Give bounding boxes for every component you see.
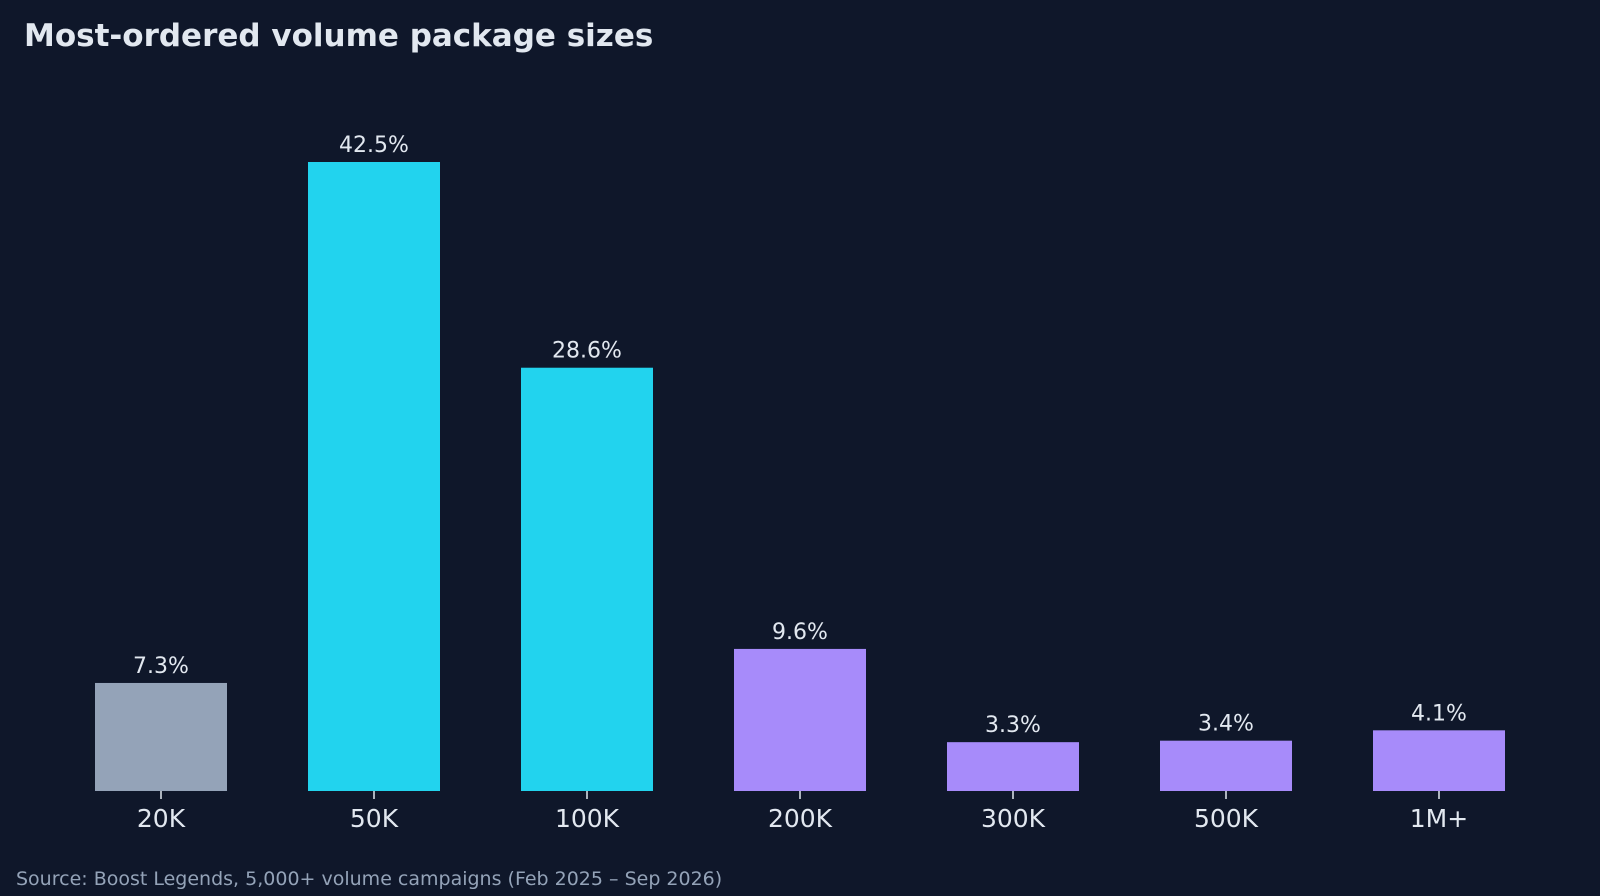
data-label: 42.5% xyxy=(339,133,409,158)
data-label: 3.3% xyxy=(985,713,1041,738)
x-axis: 20K 50K 100K 200K 300K 500K 1M+ xyxy=(137,791,1468,833)
data-label: 3.4% xyxy=(1198,712,1254,737)
x-tick-label: 20K xyxy=(137,804,186,833)
x-tick-label: 100K xyxy=(555,804,620,833)
x-tick-label: 200K xyxy=(768,804,833,833)
data-label: 28.6% xyxy=(552,339,622,364)
data-label: 7.3% xyxy=(133,654,189,679)
x-tick-label: 300K xyxy=(981,804,1046,833)
x-tick-label: 50K xyxy=(350,804,399,833)
bar-300k xyxy=(947,742,1079,791)
source-note: Source: Boost Legends, 5,000+ volume cam… xyxy=(16,868,723,890)
bar-1m xyxy=(1373,730,1505,791)
x-tick-label: 1M+ xyxy=(1410,804,1468,833)
chart-title: Most-ordered volume package sizes xyxy=(24,18,654,54)
bar-50k xyxy=(308,162,440,791)
data-label: 4.1% xyxy=(1411,701,1467,726)
x-tick-label: 500K xyxy=(1194,804,1259,833)
bar-200k xyxy=(734,648,866,791)
data-labels-layer: 7.3% 42.5% 28.6% 9.6% 3.3% 3.4% 4.1% xyxy=(133,133,1467,738)
bars-layer xyxy=(95,162,1505,791)
bar-100k xyxy=(521,367,653,791)
bar-500k xyxy=(1160,740,1292,791)
bar-20k xyxy=(95,682,227,791)
data-label: 9.6% xyxy=(772,620,828,645)
